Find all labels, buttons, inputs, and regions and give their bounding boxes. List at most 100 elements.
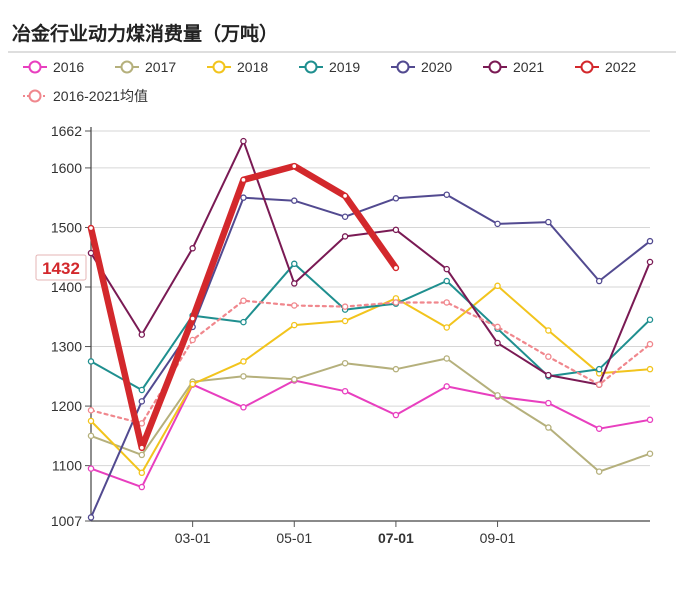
data-point — [443, 324, 450, 331]
data-point — [138, 469, 146, 477]
data-point — [443, 277, 450, 285]
y-tick-label: 1200 — [51, 398, 82, 414]
data-point — [240, 176, 247, 183]
y-tick-label: 1500 — [51, 219, 82, 235]
y-tick-label: 1007 — [51, 513, 82, 529]
data-point — [595, 425, 603, 432]
data-point — [443, 299, 450, 306]
data-point — [138, 386, 146, 394]
data-point — [443, 383, 450, 390]
data-point — [240, 318, 247, 326]
legend-label: 2021 — [513, 59, 544, 75]
data-point — [291, 280, 298, 287]
data-point — [392, 411, 400, 419]
series-2022 — [87, 162, 400, 452]
legend-label: 2016-2021均值 — [53, 88, 148, 104]
legend-swatch-marker — [120, 60, 134, 74]
data-point — [392, 226, 400, 234]
x-axis: 03-01 05-01 07-01 09-01 — [91, 520, 650, 546]
data-point — [545, 399, 552, 407]
data-point — [138, 483, 146, 491]
gridlines — [91, 130, 650, 522]
annotations: 1432 — [35, 254, 87, 281]
data-point — [87, 417, 95, 425]
legend-item-2016-2021[interactable]: 2016-2021均值 — [23, 88, 148, 104]
data-point — [138, 331, 146, 338]
legend-item-2017[interactable]: 2017 — [115, 59, 176, 75]
data-point — [392, 299, 400, 306]
y-axis: 1007 1100 1200 1300 1400 1500 1600 1662 — [51, 123, 92, 529]
series-2017 — [87, 355, 654, 475]
data-point — [341, 359, 349, 367]
data-point — [545, 218, 552, 226]
legend-label: 2019 — [329, 59, 360, 75]
data-point — [646, 450, 654, 457]
x-tick-label: 07-01 — [378, 530, 414, 546]
data-point — [87, 514, 95, 521]
data-point — [392, 195, 400, 202]
data-point — [341, 317, 349, 325]
data-point — [646, 340, 654, 348]
data-point — [189, 245, 196, 252]
data-point — [240, 358, 247, 365]
data-point — [138, 420, 146, 427]
legend-item-2021[interactable]: 2021 — [483, 59, 544, 75]
data-point — [138, 398, 146, 405]
data-point — [646, 316, 654, 323]
series-2016-2021 — [87, 297, 654, 427]
data-point — [291, 376, 298, 383]
y-tick-label: 1100 — [52, 458, 82, 474]
legend-swatch-marker — [28, 89, 42, 103]
y-tick-label: 1300 — [51, 339, 82, 355]
series-line — [90, 140, 651, 386]
data-point — [443, 355, 450, 362]
legend-swatch-marker — [212, 60, 226, 74]
data-point — [545, 371, 552, 379]
data-point — [87, 249, 95, 257]
legend-swatch-marker — [396, 60, 410, 74]
data-point — [646, 365, 654, 373]
data-point — [443, 191, 450, 198]
y-tick-label: 1662 — [51, 123, 82, 139]
data-point — [545, 424, 552, 431]
legend-label: 2020 — [421, 59, 452, 75]
data-point — [189, 336, 196, 344]
legend-item-2016[interactable]: 2016 — [23, 59, 84, 75]
legend-item-2020[interactable]: 2020 — [391, 59, 452, 75]
data-point — [87, 432, 95, 440]
data-point — [291, 321, 298, 329]
data-point — [240, 404, 247, 411]
data-point — [341, 387, 349, 395]
legend-label: 2016 — [53, 59, 84, 75]
legend-item-2022[interactable]: 2022 — [575, 59, 636, 75]
latest-value-text: 1432 — [42, 259, 80, 278]
data-point — [494, 392, 501, 399]
legend-item-2019[interactable]: 2019 — [299, 59, 360, 75]
data-point — [595, 381, 603, 388]
data-point — [545, 327, 552, 334]
data-point — [87, 407, 95, 414]
data-point — [494, 220, 501, 228]
data-point — [595, 468, 603, 475]
legend-label: 2022 — [605, 59, 636, 75]
data-point — [494, 323, 501, 331]
data-point — [646, 237, 654, 245]
data-point — [341, 192, 349, 200]
series-layer — [87, 137, 654, 521]
data-point — [595, 277, 603, 285]
legend-swatch-marker — [28, 60, 42, 74]
latest-value-box — [35, 254, 87, 281]
data-point — [646, 258, 654, 266]
series-line — [90, 262, 651, 391]
series-line — [90, 284, 651, 474]
data-point — [443, 265, 450, 273]
data-point — [595, 365, 603, 373]
data-point — [392, 264, 400, 272]
data-point — [291, 302, 298, 309]
x-tick-label: 09-01 — [480, 530, 516, 546]
data-point — [291, 197, 298, 204]
data-point — [87, 465, 95, 472]
data-point — [646, 416, 654, 424]
legend-item-2018[interactable]: 2018 — [207, 59, 268, 75]
